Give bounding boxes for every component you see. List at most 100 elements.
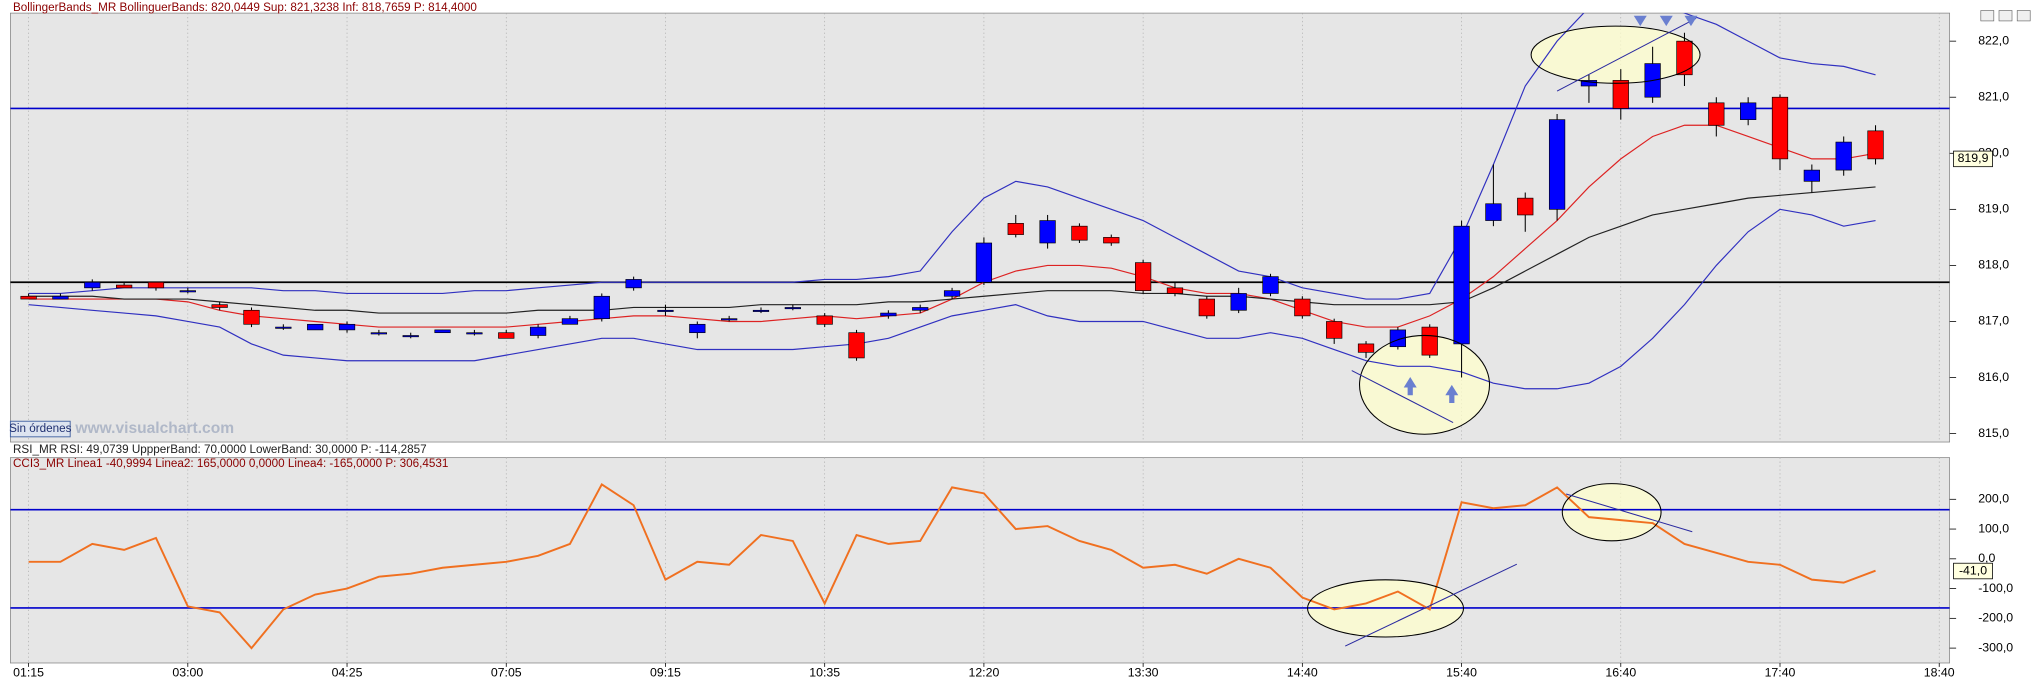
candle-body — [1421, 326, 1438, 356]
price-header: BollingerBands_MR BollinguerBands: 820,0… — [13, 1, 477, 14]
orders-box[interactable] — [9, 420, 71, 438]
candle-body — [1708, 102, 1725, 126]
cci-line — [28, 483, 1876, 650]
x-tick-label: 01:15 — [13, 666, 44, 680]
ellipse-outline — [1561, 483, 1662, 542]
candle-body — [307, 323, 324, 331]
candle-body — [1517, 197, 1534, 216]
candle-body — [498, 332, 515, 339]
candle-body — [625, 279, 642, 289]
last-price-label: 819,9 — [1958, 151, 1989, 165]
candle-body — [1326, 321, 1343, 339]
candle-body — [1294, 298, 1311, 317]
candle-body — [721, 318, 738, 321]
y-tick-label: 100,0 — [1978, 521, 2009, 535]
candle-body — [880, 312, 897, 317]
x-tick-label: 04:25 — [332, 666, 363, 680]
candle-body — [1835, 141, 1852, 171]
candle-body — [84, 281, 101, 289]
down-arrow — [1684, 15, 1698, 27]
x-tick-label: 03:00 — [172, 666, 203, 680]
y-tick-label: 817,0 — [1978, 314, 2009, 328]
down-arrow — [1659, 15, 1673, 27]
candle-body — [1803, 169, 1820, 182]
last-price-box — [1953, 150, 1993, 168]
candle-body — [20, 295, 37, 300]
candle-body — [1453, 225, 1470, 345]
indicator-line — [28, 13, 1876, 300]
candle-body — [529, 326, 547, 336]
y-tick-label: 818,0 — [1978, 258, 2009, 272]
window-button[interactable] — [1998, 10, 2013, 22]
y-tick-label: 0,0 — [1978, 551, 1995, 565]
candle-body — [1007, 223, 1024, 235]
highlight-ellipse — [1359, 335, 1490, 435]
candle-body — [1103, 237, 1120, 244]
annotations-front — [1307, 17, 1701, 647]
y-tick-label: 815,0 — [1978, 426, 2009, 440]
candle-body — [816, 315, 833, 325]
candle-body — [1485, 203, 1502, 221]
signal-arrows — [1403, 15, 1698, 404]
candle-body — [975, 242, 993, 283]
candle-body — [1230, 293, 1247, 311]
up-arrow — [1445, 384, 1459, 404]
y-tick-label: 822,0 — [1978, 33, 2009, 47]
candle-body — [179, 290, 196, 293]
x-tick-label: 14:40 — [1287, 666, 1318, 680]
window-button[interactable] — [1980, 10, 1995, 22]
cci-header: CCI3_MR Linea1 -40,9994 Linea2: 165,0000… — [13, 457, 448, 470]
x-tick-label: 12:20 — [968, 666, 999, 680]
up-arrow — [1403, 377, 1417, 396]
last-value-label: -41,0 — [1959, 563, 1987, 577]
x-tick-label: 13:30 — [1128, 666, 1159, 680]
candle-body — [1071, 225, 1088, 241]
rsi-header: RSI_MR RSI: 49,0739 UppperBand: 70,0000 … — [13, 443, 427, 456]
candle-body — [848, 332, 865, 359]
watermark: www.visualchart.com — [74, 420, 234, 437]
candle-body — [752, 309, 770, 312]
window-button[interactable] — [2016, 10, 2031, 22]
candle-body — [434, 329, 451, 334]
x-tick-label: 18:40 — [1924, 666, 1955, 680]
candle-body — [1771, 96, 1789, 160]
orders-label[interactable]: Sin órdenes — [9, 422, 72, 435]
candle-body — [1262, 276, 1279, 294]
candle-body — [243, 309, 260, 325]
y-tick-label: 816,0 — [1978, 370, 2009, 384]
x-tick-label: 17:40 — [1765, 666, 1796, 680]
candle-body — [943, 290, 961, 297]
ellipse-outline — [1307, 579, 1465, 638]
y-tick-label: -200,0 — [1978, 611, 2013, 625]
candle-body — [912, 307, 929, 311]
candle-body — [1580, 80, 1598, 87]
candle-body — [116, 284, 133, 289]
highlight-ellipse — [1562, 483, 1662, 541]
candle-body — [402, 335, 419, 338]
trend-line — [1351, 370, 1454, 423]
x-tick-label: 16:40 — [1605, 666, 1636, 680]
candle-body — [1676, 40, 1693, 76]
candle-body — [657, 309, 674, 312]
x-tick-label: 15:40 — [1446, 666, 1477, 680]
y-tick-label: 819,0 — [1978, 202, 2009, 216]
y-tick-label: 821,0 — [1978, 89, 2009, 103]
trend-line — [1556, 17, 1697, 92]
candle-body — [561, 318, 579, 325]
ellipse-outline — [1530, 25, 1701, 84]
candle-body — [1135, 262, 1152, 291]
candle-body — [1198, 298, 1215, 317]
y-tick-label: -100,0 — [1978, 581, 2013, 595]
candle-body — [338, 323, 356, 331]
candle-body — [1548, 119, 1566, 210]
candle-body — [52, 295, 69, 300]
candle-body — [1867, 130, 1884, 160]
candle-body — [1166, 287, 1184, 294]
down-arrow — [1633, 15, 1647, 27]
candle-body — [211, 304, 228, 308]
candle-body — [1357, 343, 1375, 353]
price-plot — [10, 13, 1950, 390]
indicator-line — [28, 208, 1876, 390]
